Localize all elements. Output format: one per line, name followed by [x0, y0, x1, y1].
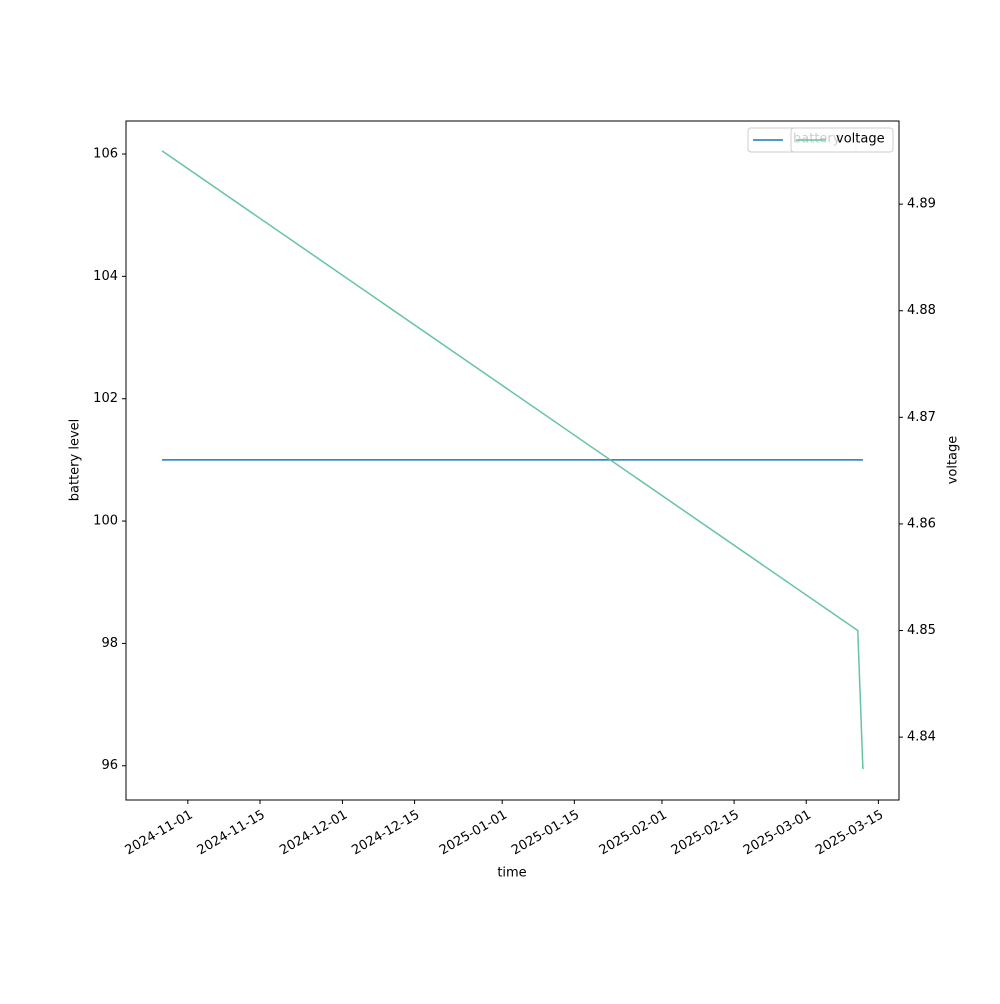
y-tick-label: 98 — [101, 636, 118, 651]
y-tick-label: 100 — [93, 514, 118, 529]
plot-frame — [125, 120, 900, 801]
series-line — [161, 150, 864, 770]
y-tick-label: 104 — [93, 269, 118, 284]
y-tick-label: 106 — [93, 147, 118, 162]
y2-tick-label: 4.87 — [907, 410, 936, 425]
y2-tick-label: 4.89 — [907, 197, 936, 212]
legend-box — [790, 127, 894, 153]
y-tick-label: 102 — [93, 391, 118, 406]
x-axis-label: time — [497, 866, 526, 881]
y2-tick-label: 4.84 — [907, 730, 936, 745]
y2-tick-label: 4.88 — [907, 303, 936, 318]
y-axis-label: battery level — [68, 419, 83, 502]
legend-label: voltage — [836, 132, 885, 147]
y2-tick-label: 4.85 — [907, 623, 936, 638]
y2-tick-label: 4.86 — [907, 516, 936, 531]
y-tick-label: 96 — [101, 758, 118, 773]
y2-axis-label: voltage — [946, 436, 961, 485]
